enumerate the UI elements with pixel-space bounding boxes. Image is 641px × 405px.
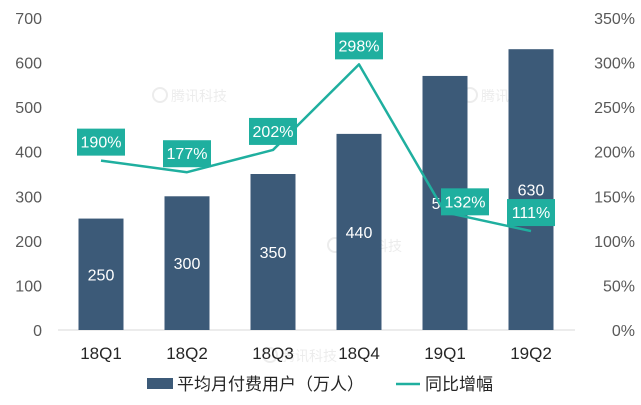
- line-value-box: [441, 188, 489, 216]
- line-value-box: [163, 140, 211, 168]
- left-tick-label: 100: [15, 278, 42, 295]
- left-tick-label: 600: [15, 56, 42, 73]
- bar-series: [78, 49, 554, 330]
- left-tick-label: 700: [15, 11, 42, 28]
- bar: [508, 49, 554, 330]
- x-axis-categories: 18Q1 18Q2 18Q3 18Q4 19Q1 19Q2: [80, 344, 552, 363]
- line-value-box: [335, 32, 383, 60]
- right-tick-label: 150%: [594, 189, 635, 206]
- line-path: [100, 63, 532, 233]
- bar: [164, 196, 210, 330]
- left-tick-label: 500: [15, 100, 42, 117]
- right-tick-label: 0%: [612, 323, 635, 340]
- watermark-text: 腾讯科技: [171, 88, 227, 105]
- legend-bar-swatch: [147, 378, 173, 389]
- line-series: [100, 63, 532, 233]
- right-tick-label: 50%: [603, 278, 635, 295]
- watermark-logo-icon: [152, 87, 168, 103]
- line-value-label: 298%: [339, 38, 380, 55]
- bar: [336, 133, 382, 330]
- right-tick-label: 250%: [594, 100, 635, 117]
- bar-value-label: 630: [518, 183, 545, 200]
- watermark-text: 腾讯科技: [281, 348, 337, 365]
- line-value-label: 190%: [81, 135, 122, 152]
- left-tick-label: 0: [33, 323, 42, 340]
- left-tick-label: 200: [15, 234, 42, 251]
- bar-value-label: 250: [88, 267, 115, 284]
- right-axis: 0% 50% 100% 150% 200% 250% 300% 350%: [594, 11, 635, 340]
- line-value-box: [77, 128, 125, 156]
- legend-line-label: 同比增幅: [425, 375, 493, 395]
- bar: [78, 218, 124, 330]
- line-labels: 190% 177% 202% 298% 132% 111%: [77, 32, 555, 227]
- x-category-label: 18Q3: [252, 344, 294, 363]
- line-value-box: [507, 199, 555, 227]
- line-value-box: [249, 117, 297, 145]
- x-category-label: 19Q1: [424, 344, 466, 363]
- x-category-label: 18Q1: [80, 344, 122, 363]
- line-value-label: 111%: [512, 205, 551, 222]
- x-category-label: 19Q2: [510, 344, 552, 363]
- x-category-label: 18Q4: [338, 344, 380, 363]
- bar: [250, 174, 296, 330]
- right-tick-label: 300%: [594, 56, 635, 73]
- bar-value-label: 440: [346, 225, 373, 242]
- bar-value-label: 350: [260, 245, 287, 262]
- bar-value-label: 300: [174, 256, 201, 273]
- legend: 平均月付费用户（万人） 同比增幅: [147, 375, 493, 395]
- line-value-label: 132%: [445, 194, 486, 211]
- right-tick-label: 350%: [594, 11, 635, 28]
- right-tick-label: 100%: [594, 234, 635, 251]
- line-value-label: 202%: [253, 124, 294, 141]
- x-category-label: 18Q2: [166, 344, 208, 363]
- line-value-label: 177%: [167, 146, 208, 163]
- left-tick-label: 300: [15, 189, 42, 206]
- left-tick-label: 400: [15, 145, 42, 162]
- left-axis: 0 100 200 300 400 500 600 700: [15, 11, 42, 340]
- right-tick-label: 200%: [594, 145, 635, 162]
- watermark-logo-icon: [262, 347, 278, 363]
- legend-bar-label: 平均月付费用户（万人）: [177, 375, 364, 395]
